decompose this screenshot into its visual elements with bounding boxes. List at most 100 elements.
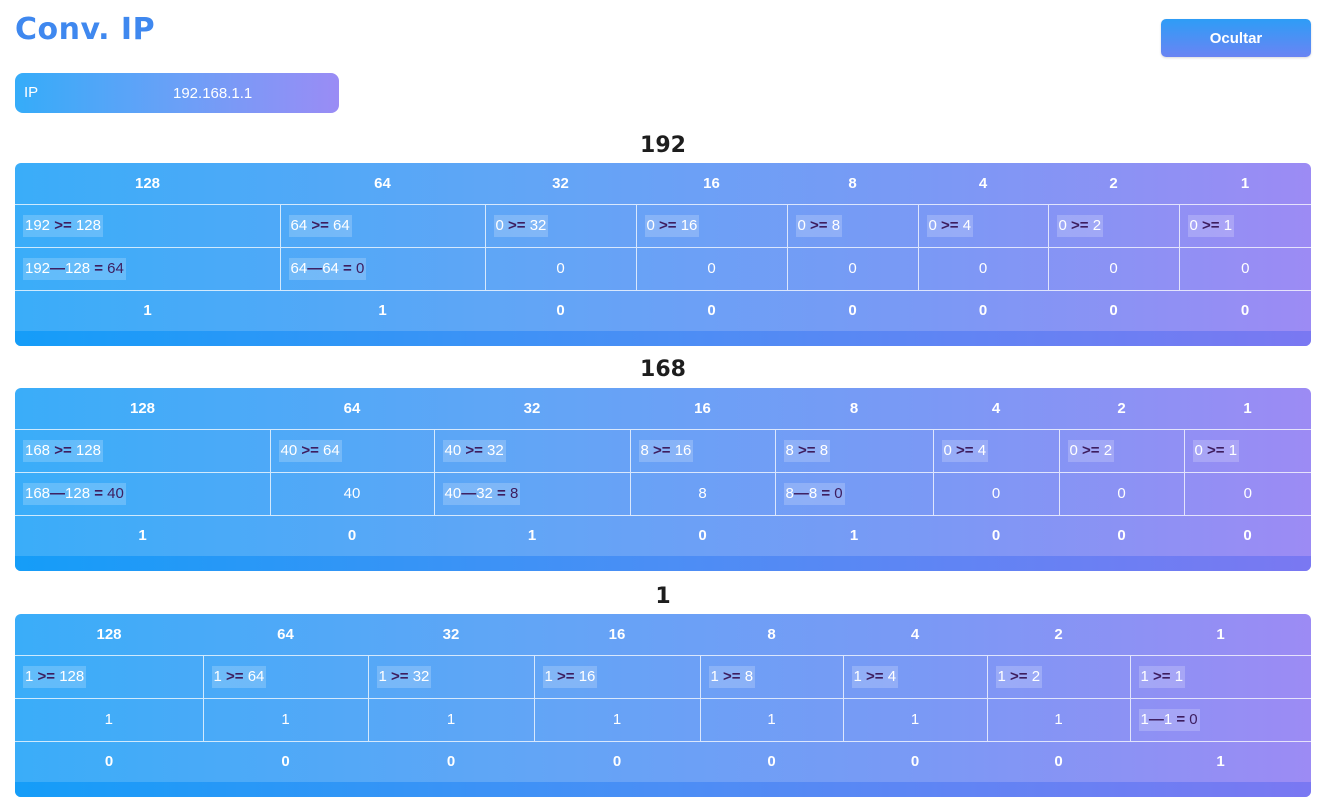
equals-operator: = bbox=[492, 484, 510, 502]
comparison-cell: 0 >= 32 bbox=[484, 203, 636, 247]
ip-input-bar: IP bbox=[15, 73, 345, 113]
subtrahend: 128 bbox=[65, 484, 91, 502]
minuend: 168 bbox=[25, 484, 51, 502]
comparison-chip: 0 >= 2 bbox=[1056, 214, 1104, 237]
bit-weight-header: 4 bbox=[991, 399, 1001, 417]
comparison-value: 40 bbox=[280, 441, 298, 459]
comparison-chip: 0 >= 1 bbox=[1192, 439, 1240, 462]
remaining-value-cell: 1 bbox=[15, 697, 203, 741]
comparison-value: 64 bbox=[290, 216, 308, 234]
comparison-value: 8 bbox=[640, 441, 649, 459]
app-title: Conv. IP bbox=[15, 12, 156, 47]
bit-weight-header: 128 bbox=[96, 625, 122, 643]
comparison-value: 40 bbox=[444, 441, 462, 459]
comparison-cell: 1 >= 8 bbox=[699, 654, 843, 698]
bit-weight-header-row: 128 64 32 16 8 4 2 1 bbox=[15, 614, 1311, 655]
comparison-cell: 0 >= 1 bbox=[1178, 203, 1311, 247]
remaining-value-cell: 1 bbox=[367, 697, 534, 741]
bit-weight-header: 32 bbox=[523, 399, 541, 417]
comparison-chip: 1 >= 1 bbox=[1138, 665, 1186, 688]
comparison-chip: 1 >= 2 bbox=[995, 665, 1043, 688]
minuend: 64 bbox=[290, 259, 308, 277]
difference: 0 bbox=[355, 259, 365, 277]
remaining-value-cell: 0 bbox=[1183, 471, 1311, 515]
bit-weight-header: 16 bbox=[608, 625, 626, 643]
minus-operator: — bbox=[50, 259, 66, 277]
binary-bit: 0 bbox=[700, 740, 843, 782]
comparison-chip: 0 >= 2 bbox=[1067, 439, 1115, 462]
comparison-cell: 0 >= 2 bbox=[1047, 203, 1179, 247]
gte-operator: >= bbox=[307, 216, 334, 234]
comparison-chip: 1 >= 8 bbox=[708, 665, 756, 688]
subtraction-chip: 64—64 = 0 bbox=[288, 257, 367, 280]
gte-operator: >= bbox=[1005, 667, 1032, 685]
bit-weight-header: 4 bbox=[910, 625, 920, 643]
difference: 64 bbox=[107, 259, 124, 277]
binary-bit: 1 bbox=[15, 289, 280, 331]
comparison-cell: 1 >= 128 bbox=[15, 654, 203, 698]
minus-operator: — bbox=[50, 484, 66, 502]
comparison-weight: 16 bbox=[674, 441, 692, 459]
comparison-cell: 8 >= 16 bbox=[629, 428, 775, 472]
comparison-value: 1 bbox=[1140, 667, 1149, 685]
equals-operator: = bbox=[817, 484, 835, 502]
comparison-weight: 64 bbox=[323, 441, 340, 459]
subtrahend: 32 bbox=[476, 484, 493, 502]
ip-input[interactable] bbox=[115, 78, 345, 108]
comparison-chip: 40 >= 64 bbox=[278, 439, 342, 462]
comparison-value: 8 bbox=[785, 441, 794, 459]
octet-table-card: 128 64 32 16 8 4 2 1 1 >= 128 1 >= 64 1 >= 32 1 >= … bbox=[15, 614, 1311, 797]
comparison-value: 168 bbox=[25, 441, 51, 459]
subtraction-chip: 8—8 = 0 bbox=[783, 482, 845, 505]
remaining-value-cell: 8 bbox=[629, 471, 775, 515]
comparison-weight: 8 bbox=[819, 441, 829, 459]
remaining-value-cell: 1 bbox=[842, 697, 987, 741]
binary-bit: 0 bbox=[636, 289, 787, 331]
comparison-weight: 4 bbox=[962, 216, 972, 234]
equals-operator: = bbox=[90, 484, 108, 502]
comparison-weight: 64 bbox=[333, 216, 350, 234]
gte-operator: >= bbox=[1066, 216, 1093, 234]
comparison-cell: 1 >= 1 bbox=[1129, 654, 1311, 698]
remaining-value-cell: 0 bbox=[932, 471, 1059, 515]
binary-bit: 1 bbox=[434, 514, 630, 556]
bit-weight-header: 8 bbox=[767, 625, 776, 643]
binary-bit: 1 bbox=[280, 289, 485, 331]
gte-operator: >= bbox=[386, 667, 413, 685]
comparison-weight: 16 bbox=[680, 216, 698, 234]
subtraction-row: 1 1 1 1 1 1 1 1—1 = 0 bbox=[15, 697, 1311, 741]
comparison-chip: 192 >= 128 bbox=[23, 214, 103, 237]
bit-weight-header-row: 128 64 32 16 8 4 2 1 bbox=[15, 163, 1311, 204]
bit-weight-header: 16 bbox=[703, 174, 720, 192]
octet-heading: 1 bbox=[655, 584, 671, 609]
binary-bit: 1 bbox=[15, 514, 270, 556]
subtraction-chip: 192—128 = 64 bbox=[23, 257, 126, 280]
comparison-weight: 2 bbox=[1031, 667, 1041, 685]
subtraction-chip: 168—128 = 40 bbox=[23, 482, 126, 505]
comparison-weight: 1 bbox=[1223, 216, 1233, 234]
binary-bit: 0 bbox=[987, 740, 1130, 782]
binary-bit: 1 bbox=[1130, 740, 1311, 782]
bit-weight-header: 64 bbox=[374, 174, 391, 192]
comparison-chip: 8 >= 8 bbox=[783, 439, 831, 462]
comparison-weight: 8 bbox=[744, 667, 754, 685]
comparison-weight: 4 bbox=[977, 441, 987, 459]
comparison-cell: 0 >= 4 bbox=[932, 428, 1059, 472]
gte-operator: >= bbox=[951, 441, 978, 459]
binary-bit: 0 bbox=[15, 740, 203, 782]
gte-operator: >= bbox=[461, 441, 488, 459]
bit-weight-header: 32 bbox=[552, 174, 569, 192]
hide-button[interactable]: Ocultar bbox=[1161, 19, 1311, 57]
comparison-value: 0 bbox=[797, 216, 806, 234]
remaining-value-cell: 1 bbox=[533, 697, 700, 741]
ip-label: IP bbox=[24, 84, 39, 101]
subtraction-cell: 64—64 = 0 bbox=[279, 246, 485, 290]
bit-weight-header: 4 bbox=[978, 174, 988, 192]
comparison-cell: 1 >= 64 bbox=[202, 654, 368, 698]
difference: 0 bbox=[1189, 710, 1198, 728]
subtraction-cell: 40—32 = 8 bbox=[433, 471, 630, 515]
binary-bit: 0 bbox=[270, 514, 434, 556]
